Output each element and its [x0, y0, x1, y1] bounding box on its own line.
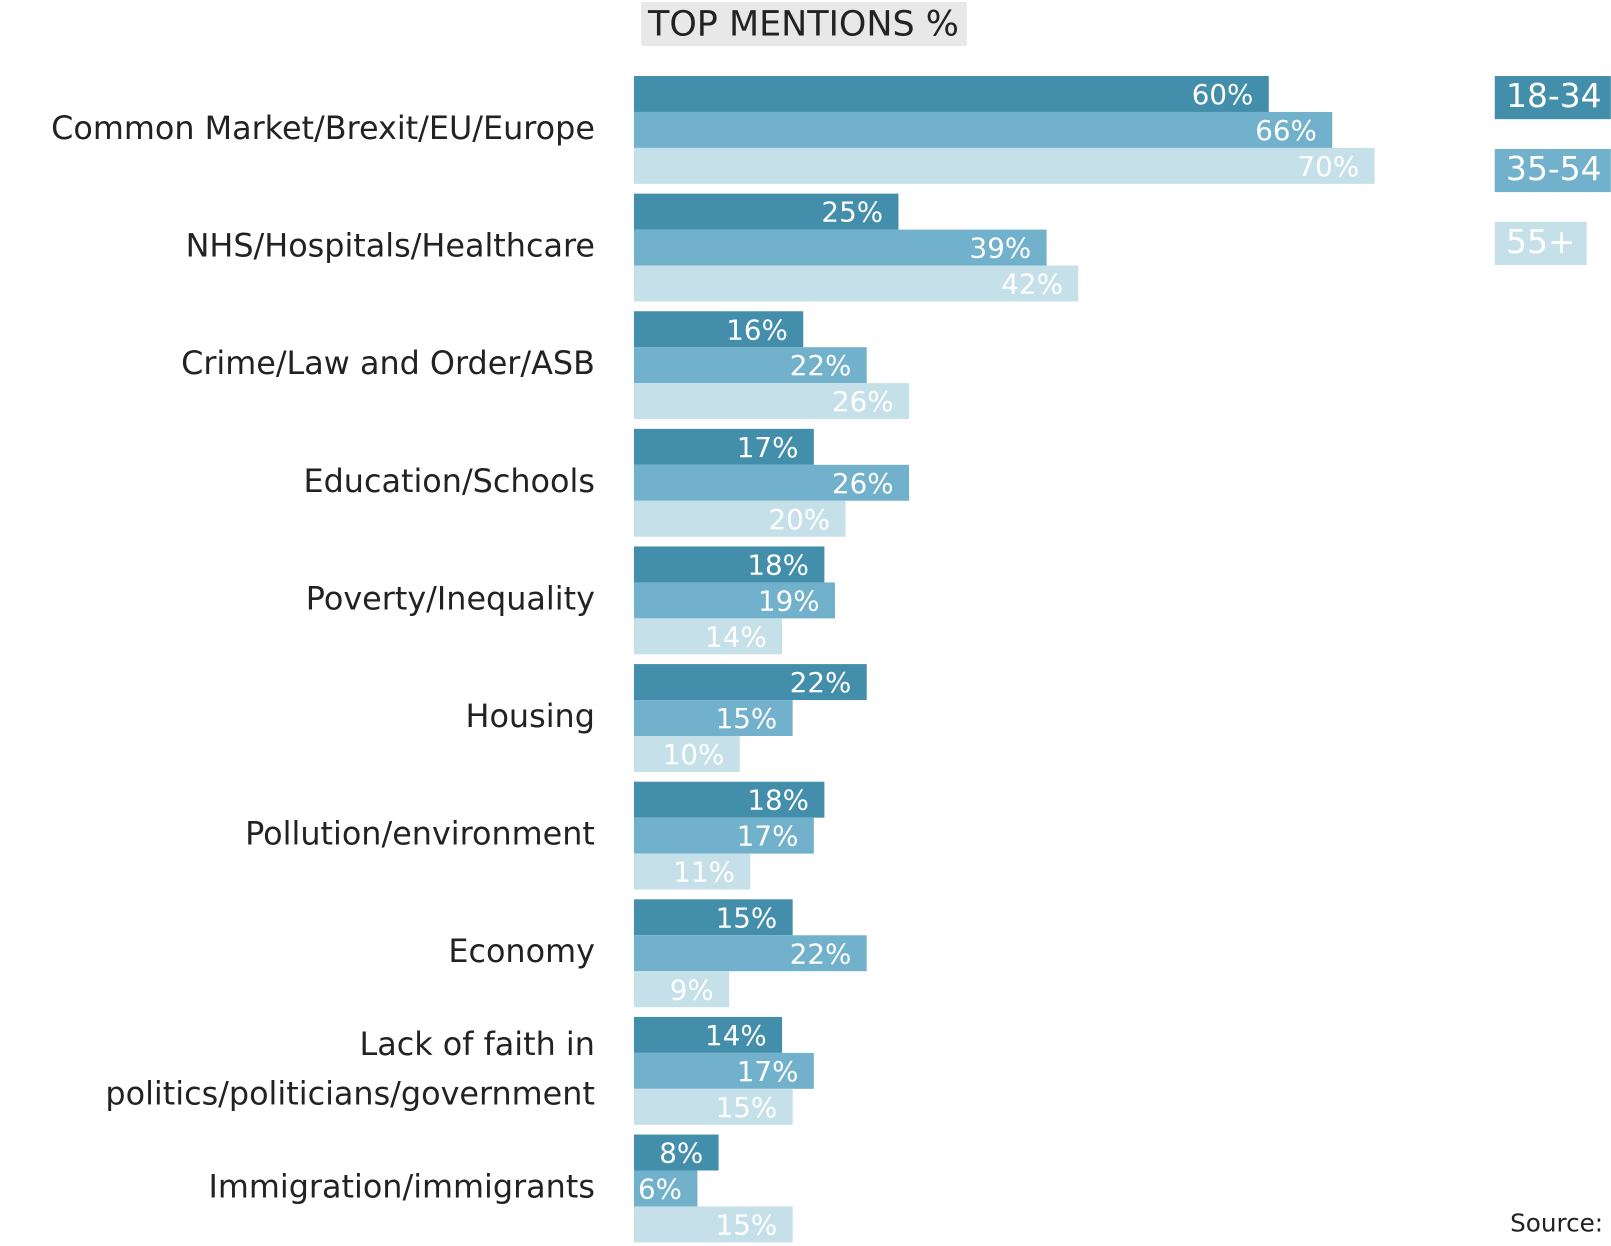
category-label: Education/Schools — [303, 462, 594, 500]
bar — [633, 1052, 814, 1089]
bar — [633, 817, 814, 854]
data-label: 39% — [970, 232, 1032, 265]
category-label: Common Market/Brexit/EU/Europe — [51, 109, 595, 147]
bar — [633, 853, 751, 890]
bar — [633, 1134, 719, 1171]
legend-swatch — [1494, 148, 1611, 193]
bar — [633, 735, 740, 772]
bar — [633, 781, 825, 818]
data-label: 22% — [790, 666, 852, 699]
data-label: 26% — [832, 467, 894, 500]
data-label: 18% — [747, 784, 809, 817]
bar — [633, 311, 804, 348]
data-label: 25% — [821, 196, 883, 229]
data-label: 6% — [638, 1173, 682, 1206]
category-label: Crime/Law and Order/ASB — [181, 344, 595, 382]
title-background — [641, 2, 967, 47]
data-label: 14% — [705, 1019, 767, 1052]
legend-swatch — [1494, 221, 1587, 266]
legend-label: 55+ — [1506, 222, 1575, 261]
bar — [633, 664, 867, 701]
bar — [633, 265, 1079, 302]
chart-title: TOP MENTIONS % — [647, 5, 959, 45]
legend-label: 18-34 — [1506, 76, 1601, 115]
data-label: 66% — [1255, 114, 1317, 147]
data-label: 70% — [1298, 150, 1360, 183]
data-label: 19% — [758, 584, 820, 617]
data-label: 22% — [790, 937, 852, 970]
bar — [633, 428, 814, 465]
bar — [633, 464, 910, 501]
bar — [633, 111, 1333, 148]
bar — [633, 1206, 793, 1243]
bar — [633, 229, 1047, 266]
data-label: 15% — [716, 702, 778, 735]
bar — [633, 700, 793, 736]
data-label: 9% — [670, 973, 714, 1006]
data-label: 60% — [1192, 78, 1254, 111]
data-label: 17% — [737, 820, 799, 853]
bar — [633, 582, 835, 619]
data-label: 22% — [790, 349, 852, 382]
bar — [633, 147, 1375, 184]
data-label: 15% — [716, 1091, 778, 1124]
category-label: Economy — [448, 932, 595, 970]
bar — [633, 899, 793, 936]
bar — [633, 1088, 793, 1125]
legend-swatch — [1494, 76, 1611, 120]
bar — [633, 76, 1269, 112]
data-label: 26% — [832, 385, 894, 418]
bar — [633, 347, 867, 384]
data-label: 17% — [737, 1055, 799, 1088]
bar — [633, 500, 846, 537]
data-label: 11% — [673, 856, 735, 889]
legend-label: 35-54 — [1506, 149, 1601, 188]
bar — [633, 1170, 698, 1207]
bar — [633, 1016, 783, 1053]
bar — [633, 193, 899, 230]
data-label: 20% — [769, 503, 831, 536]
category-label: Poverty/Inequality — [306, 579, 595, 617]
data-label: 17% — [737, 431, 799, 464]
category-label: Pollution/environment — [245, 815, 595, 853]
bar — [633, 546, 825, 583]
data-label: 8% — [659, 1137, 703, 1170]
data-label: 14% — [705, 620, 767, 653]
category-label: Lack of faith in politics/politicians/gov… — [105, 1025, 595, 1112]
bar — [633, 935, 867, 972]
data-label: 18% — [747, 549, 809, 582]
category-label: NHS/Hospitals/Healthcare — [186, 227, 595, 265]
data-label: 15% — [716, 1208, 778, 1241]
data-label: 15% — [716, 901, 778, 934]
category-label: Housing — [466, 697, 595, 735]
bar — [633, 383, 910, 420]
category-label: Immigration/immigrants — [208, 1167, 594, 1205]
bar — [633, 971, 730, 1008]
data-label: 16% — [726, 313, 788, 346]
data-label: 10% — [663, 738, 725, 771]
data-label: 42% — [1001, 268, 1063, 301]
source-note: Source: I — [1510, 1208, 1611, 1237]
bar — [633, 618, 783, 655]
